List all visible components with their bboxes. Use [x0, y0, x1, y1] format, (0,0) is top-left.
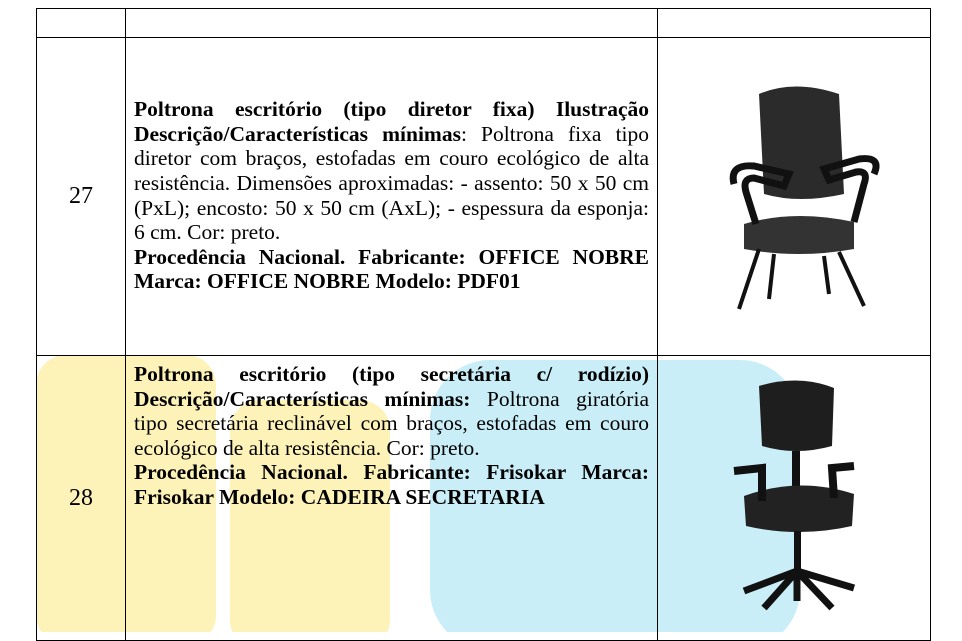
chair-image — [733, 380, 856, 611]
item-text: Poltrona giratória tipo secretária recli… — [134, 386, 649, 460]
item-label: Descrição/Características mínimas: — [134, 386, 471, 411]
item-number: 27 — [36, 37, 126, 356]
item-text: : Poltrona fixa tipo diretor com braços,… — [134, 121, 650, 245]
item-title: Poltrona escritório (tipo diretor fixa) — [134, 97, 535, 122]
items-table: 27 Poltrona escritório (tipo diretor fix… — [36, 8, 931, 641]
item-row: 28 Poltrona escritório (tipo secretária … — [36, 355, 931, 641]
item-title: Poltrona escritório (tipo secretária c/ … — [134, 362, 649, 386]
header-row — [36, 8, 931, 38]
item-row: 27 Poltrona escritório (tipo diretor fix… — [36, 37, 931, 356]
item-description: Poltrona escritório (tipo diretor fixa) … — [125, 37, 658, 356]
item-number: 28 — [36, 355, 126, 641]
item-description: Poltrona escritório (tipo secretária c/ … — [125, 355, 658, 641]
item-manufacturer: Procedência Nacional. Fabricante: OFFICE… — [134, 244, 649, 294]
item-label: Ilustração Descrição/Características mín… — [134, 97, 649, 146]
chair-image — [729, 86, 880, 310]
item-manufacturer: Procedência Nacional. Fabricante: Frisok… — [134, 460, 649, 509]
